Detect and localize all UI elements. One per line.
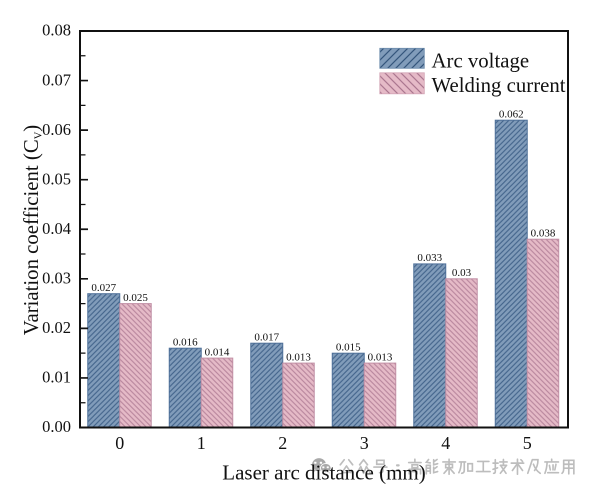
svg-text:0.027: 0.027 — [91, 282, 116, 294]
svg-text:0.04: 0.04 — [42, 219, 71, 238]
svg-text:5: 5 — [523, 433, 532, 453]
svg-text:2: 2 — [278, 433, 287, 453]
svg-text:0.025: 0.025 — [123, 292, 148, 304]
svg-text:Arc voltage: Arc voltage — [432, 50, 530, 73]
svg-text:1: 1 — [197, 433, 206, 453]
svg-text:0.016: 0.016 — [173, 336, 198, 348]
svg-text:0.05: 0.05 — [42, 169, 71, 188]
svg-text:0.013: 0.013 — [368, 351, 393, 363]
svg-text:0.07: 0.07 — [42, 70, 71, 89]
svg-text:0.033: 0.033 — [417, 252, 442, 264]
svg-text:0.06: 0.06 — [42, 120, 71, 139]
svg-text:0: 0 — [115, 433, 124, 453]
svg-text:0.013: 0.013 — [286, 351, 311, 363]
svg-text:4: 4 — [441, 433, 450, 453]
svg-text:0.08: 0.08 — [42, 21, 71, 40]
svg-text:0.03: 0.03 — [42, 269, 71, 288]
svg-text:Variation coefficient (CV): Variation coefficient (CV) — [20, 125, 44, 336]
svg-text:0.02: 0.02 — [42, 318, 71, 337]
svg-text:0.017: 0.017 — [254, 331, 279, 343]
svg-text:0.014: 0.014 — [205, 346, 230, 358]
svg-text:0.015: 0.015 — [336, 341, 361, 353]
svg-text:3: 3 — [360, 433, 369, 453]
svg-text:0.062: 0.062 — [499, 108, 524, 120]
svg-text:0.00: 0.00 — [42, 417, 71, 436]
svg-text:Welding current: Welding current — [432, 74, 566, 97]
svg-text:0.038: 0.038 — [531, 227, 556, 239]
svg-text:0.01: 0.01 — [42, 368, 71, 387]
svg-text:0.03: 0.03 — [452, 267, 472, 279]
